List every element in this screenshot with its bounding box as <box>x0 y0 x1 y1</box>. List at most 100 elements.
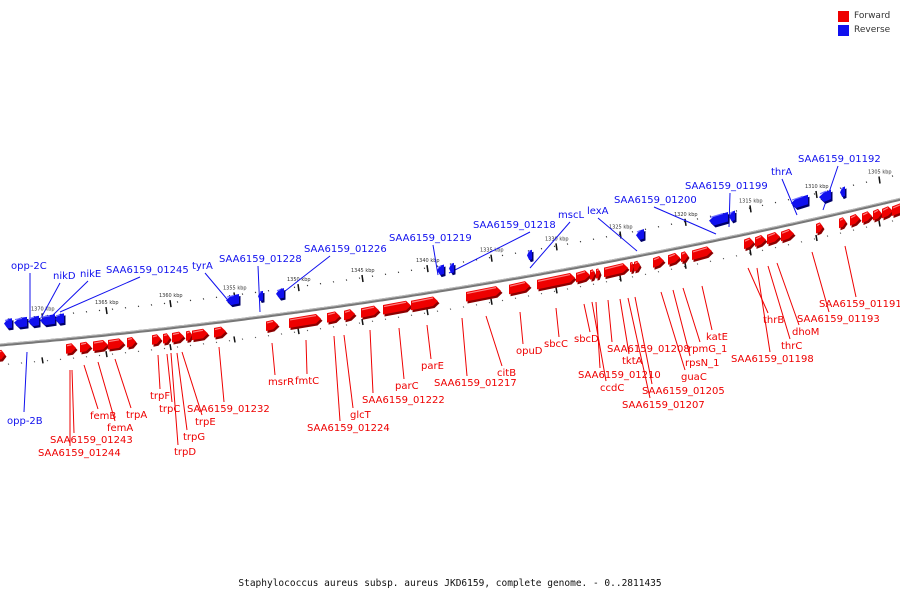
gene-label: SAA6159_01198 <box>731 354 814 365</box>
tick-label: 1325 kbp <box>609 225 633 231</box>
gene-label: rpsN_1 <box>685 358 720 369</box>
reverse-gene <box>527 249 534 263</box>
forward-gene <box>0 349 7 362</box>
lower-major-tick <box>41 357 44 364</box>
major-tick <box>684 218 687 226</box>
gene-label: SAA6159_01199 <box>685 181 768 192</box>
leader-line <box>71 369 75 434</box>
reverse-gene <box>258 290 265 304</box>
gene-label: SAA6159_01217 <box>434 378 517 389</box>
tick-label: 1330 kbp <box>545 236 569 242</box>
leader-line <box>398 327 405 380</box>
gene-label: SAA6159_01219 <box>389 233 472 244</box>
gene-label: trpG <box>183 432 205 443</box>
leader-line <box>166 353 173 403</box>
forward-gene <box>816 222 825 236</box>
leader-line <box>170 352 179 446</box>
forward-gene <box>466 286 503 304</box>
forward-gene <box>653 256 666 270</box>
lower-major-tick <box>233 336 236 343</box>
forward-gene <box>411 296 440 313</box>
forward-gene <box>882 206 895 221</box>
leader-line <box>83 364 99 410</box>
gene-label: SAA6159_01218 <box>473 220 556 231</box>
gene-label: nikD <box>53 271 76 282</box>
forward-gene <box>289 314 323 330</box>
leader-line <box>59 276 141 313</box>
lower-major-tick <box>555 287 558 294</box>
forward-gene <box>344 309 357 323</box>
major-tick <box>555 243 558 251</box>
forward-gene <box>163 333 172 346</box>
forward-gene <box>668 252 682 267</box>
forward-gene <box>214 326 228 340</box>
forward-gene <box>767 231 782 247</box>
tick-label: 1355 kbp <box>223 285 247 291</box>
leader-line <box>519 311 524 345</box>
leader-line <box>555 307 560 338</box>
leader-line <box>369 329 374 394</box>
lower-major-tick <box>878 220 881 227</box>
gene-label: SAA6159_01226 <box>304 244 387 255</box>
major-tick <box>361 274 364 283</box>
gene-label: SAA6159_01228 <box>219 254 302 265</box>
leader-line <box>485 315 503 367</box>
major-tick <box>815 190 818 199</box>
reverse-gene <box>40 314 57 328</box>
leader-line <box>279 255 331 296</box>
gene-label: SAA6159_01200 <box>614 195 697 206</box>
gene-label: SAA6159_01245 <box>106 265 189 276</box>
gene-label: SAA6159_01208 <box>607 344 690 355</box>
reverse-gene-layer <box>4 186 847 331</box>
gene-label: thrC <box>781 341 802 352</box>
leader-line <box>333 335 341 422</box>
leader-line <box>257 265 261 313</box>
leader-line <box>811 251 830 313</box>
lower-major-tick <box>297 327 300 335</box>
leader-line <box>682 287 701 343</box>
gene-label: tyrA <box>192 261 213 272</box>
forward-gene <box>604 263 630 280</box>
forward-gene <box>361 305 381 320</box>
leader-line <box>305 339 308 375</box>
tick-label: 1320 kbp <box>674 212 698 218</box>
forward-gene <box>152 334 163 347</box>
leader-line <box>653 206 717 235</box>
gene-label: femB <box>90 411 116 422</box>
leader-line <box>619 298 630 355</box>
leader-line <box>781 178 798 216</box>
reverse-gene <box>709 212 730 228</box>
leader-line <box>844 245 857 298</box>
gene-label: katE <box>706 332 728 343</box>
major-tick <box>426 265 429 273</box>
forward-gene <box>127 337 138 350</box>
gene-label: SAA6159_01222 <box>362 395 445 406</box>
reverse-gene <box>437 264 446 278</box>
major-tick <box>490 254 493 262</box>
gene-label: SAA6159_01207 <box>622 400 705 411</box>
genome-backbone <box>0 197 900 347</box>
lower-major-tick <box>815 234 818 242</box>
lower-major-tick <box>426 309 429 316</box>
leader-line <box>343 334 354 409</box>
lower-major-tick <box>105 350 108 358</box>
gene-label: rpmG_1 <box>688 344 727 355</box>
tick-label: 1365 kbp <box>95 300 119 306</box>
reverse-gene <box>791 194 810 211</box>
leader-line <box>271 342 276 376</box>
gene-label: SAA6159_01193 <box>797 314 880 325</box>
reverse-gene <box>55 313 66 326</box>
tick-label: 1345 kbp <box>351 268 375 274</box>
gene-label: opp-2B <box>7 416 43 427</box>
gene-label: SAA6159_01243 <box>50 435 133 446</box>
reverse-gene <box>840 186 847 200</box>
reverse-gene <box>276 288 286 301</box>
tick-label: 1335 kbp <box>480 248 504 254</box>
leader-line <box>181 351 203 416</box>
reverse-gene <box>729 210 737 224</box>
forward-gene <box>537 273 577 292</box>
gene-label: trpD <box>174 447 196 458</box>
gene-label: trpA <box>126 410 147 421</box>
gene-label: thrB <box>763 315 784 326</box>
forward-gene <box>862 211 874 226</box>
